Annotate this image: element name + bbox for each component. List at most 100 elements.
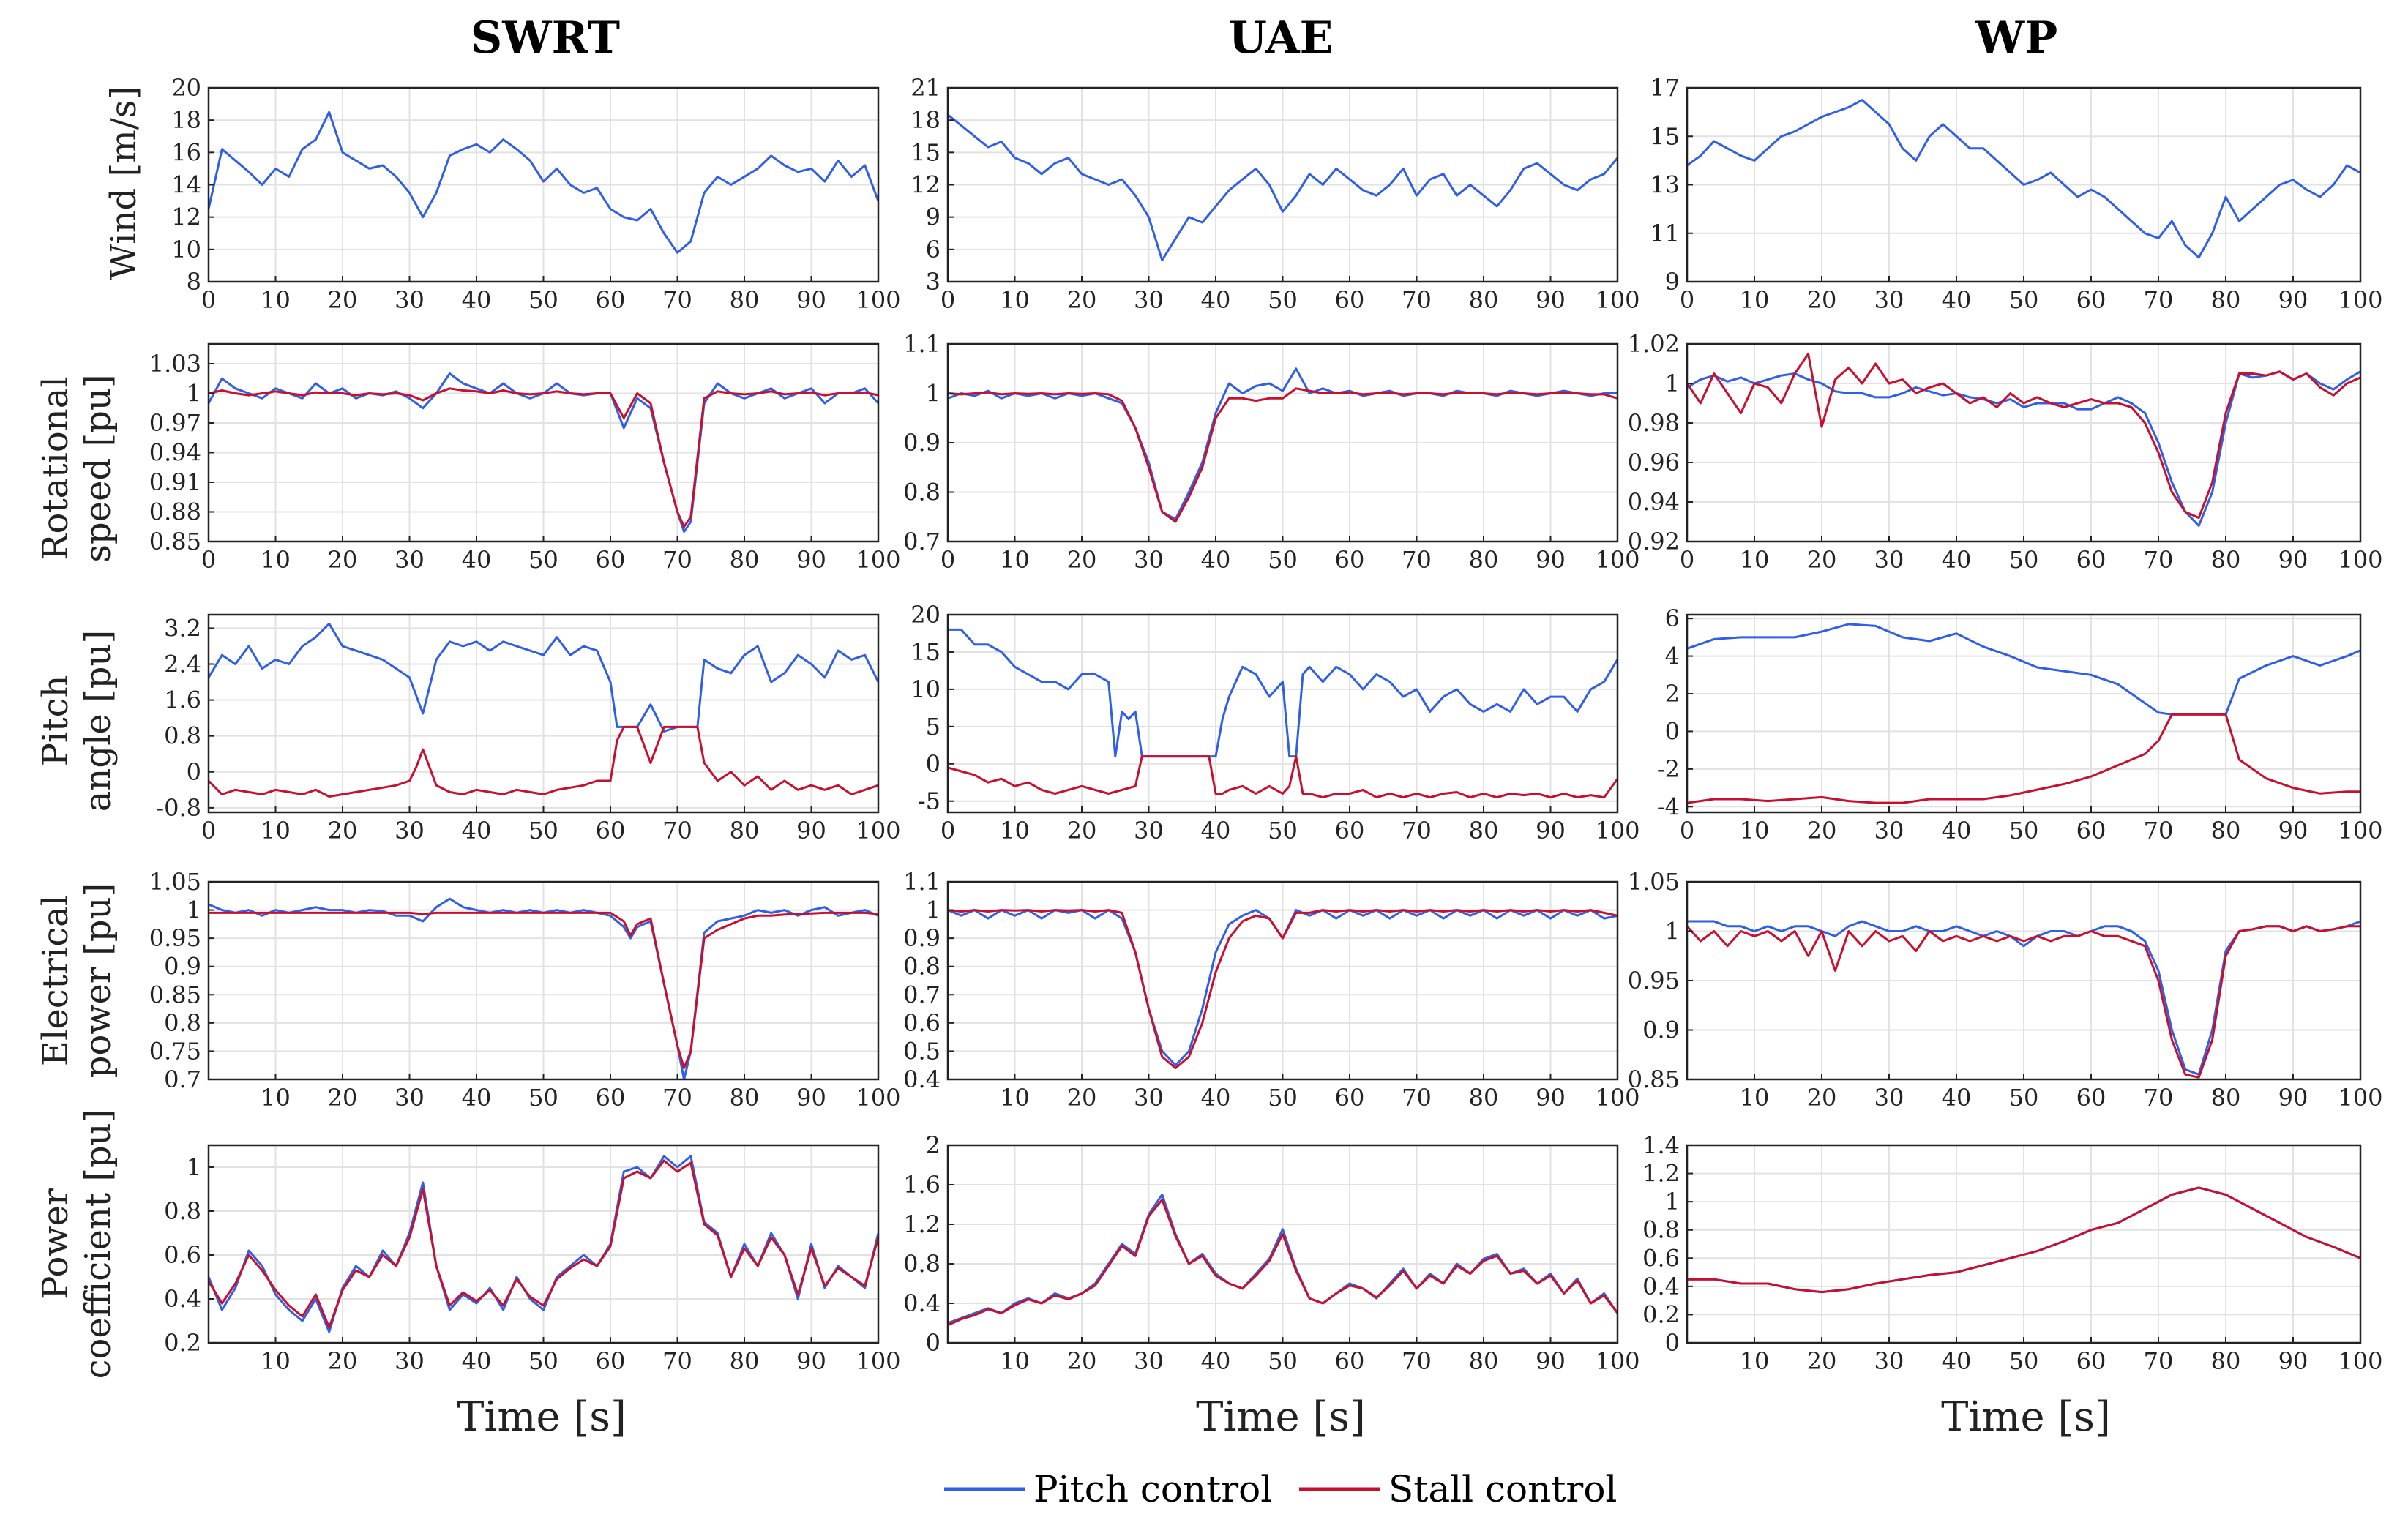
y-tick-label: 0.9	[903, 429, 941, 457]
y-tick-label: 1.05	[1628, 868, 1680, 896]
y-tick-label: 0.98	[1628, 409, 1680, 437]
x-tick-label: 10	[261, 1347, 291, 1375]
x-tick-label: 50	[528, 817, 558, 844]
x-tick-label: 90	[2278, 546, 2308, 574]
y-tick-label: 0.9	[903, 924, 941, 952]
x-tick-label: 20	[1067, 1347, 1097, 1375]
panel-uae-speed: 0 10 20 30 40 50 60 70 80 90 100 0.7 0.8 0.9 1 1.1	[903, 330, 1639, 574]
panel-uae-cp: 10 20 30 40 50 60 70 80 90 100 0 0.4 0.8 1.2 1.6 2	[903, 1131, 1639, 1375]
x-tick-label: 60	[1335, 286, 1365, 314]
series-pitch-line	[209, 372, 878, 533]
x-tick-label: 50	[528, 286, 558, 314]
x-tick-label: 100	[2338, 546, 2382, 574]
x-tick-label: 30	[1874, 1347, 1904, 1375]
x-tick-label: 50	[528, 546, 558, 574]
y-tick-label: 1	[187, 896, 201, 924]
y-tick-label: 3	[926, 268, 941, 296]
x-tick-label: 60	[1335, 1084, 1365, 1112]
x-tick-label: 20	[1067, 286, 1097, 314]
x-tick-label: 90	[796, 286, 826, 314]
y-tick-label: 11	[1650, 220, 1680, 247]
row-label-speed-1: Rotational	[35, 376, 76, 560]
y-tick-label: 0.7	[164, 1065, 201, 1093]
x-tick-label: 90	[1536, 817, 1566, 844]
x-tick-label: 70	[662, 1084, 692, 1112]
y-tick-label: 0.85	[149, 981, 201, 1008]
x-tick-label: 80	[730, 1347, 760, 1375]
y-tick-label: 0.9	[1642, 1016, 1680, 1044]
legend-label-pitch: Pitch control	[1033, 1468, 1272, 1510]
x-tick-label: 50	[2009, 286, 2039, 314]
y-tick-label: 0	[1665, 1329, 1680, 1357]
x-tick-label: 100	[1595, 1084, 1639, 1112]
x-tick-label: 40	[462, 817, 492, 844]
x-tick-label: 10	[1000, 817, 1030, 844]
x-tick-label: 40	[1201, 817, 1231, 844]
y-tick-label: 0.94	[149, 439, 201, 467]
panel-wp-cp: 10 20 30 40 50 60 70 80 90 100 00.20.40.60.811.21.…	[1642, 1131, 2382, 1375]
x-tick-label: 90	[796, 546, 826, 574]
x-tick-label: 10	[1740, 817, 1770, 844]
y-tick-label: 0.4	[164, 1285, 201, 1313]
y-tick-label: -5	[918, 787, 941, 815]
x-tick-label: 50	[1268, 1084, 1298, 1112]
x-tick-label: 0	[941, 546, 955, 574]
series-pitch-line	[209, 897, 878, 1079]
y-tick-label: -2	[1657, 755, 1680, 783]
y-tick-label: 1.1	[903, 868, 941, 896]
series-stall-line	[948, 909, 1618, 1070]
x-tick-label: 40	[1201, 286, 1231, 314]
x-tick-label: 20	[1067, 817, 1097, 844]
row-label-wind: Wind [m/s]	[103, 86, 144, 280]
x-tick-label: 100	[1595, 286, 1639, 314]
y-tick-label: 21	[911, 74, 941, 102]
x-tick-label: 80	[2211, 1347, 2241, 1375]
x-tick-label: 60	[596, 1084, 626, 1112]
row-label-pitch-1: Pitch	[35, 675, 76, 767]
x-tick-label: 10	[1000, 286, 1030, 314]
x-tick-label: 0	[941, 286, 955, 314]
x-tick-label: 50	[1268, 546, 1298, 574]
x-tick-label: 30	[1134, 546, 1164, 574]
x-tick-label: 10	[1740, 1084, 1770, 1112]
series-pitch-line	[1687, 99, 2360, 259]
panel-uae-wind: 0 10 20 30 40 50 60 70 80 90 100 3 6 9 12 15 18 21	[911, 74, 1639, 314]
y-tick-label: 0.75	[149, 1037, 201, 1065]
x-tick-label: 70	[662, 286, 692, 314]
panel-wp-power: 10 20 30 40 50 60 70 80 90 100 0.85 0.9 0.95 1 1.05	[1628, 868, 2383, 1112]
legend-label-stall: Stall control	[1388, 1468, 1617, 1510]
x-tick-label: 20	[1807, 1347, 1837, 1375]
x-tick-label: 10	[1000, 1084, 1030, 1112]
x-tick-label: 90	[2278, 286, 2308, 314]
x-tick-label: 100	[856, 546, 900, 574]
x-tick-label: 10	[1740, 286, 1770, 314]
series-stall-line	[948, 1198, 1618, 1327]
x-tick-label: 0	[1680, 546, 1694, 574]
y-tick-label: 13	[1650, 171, 1680, 199]
x-tick-label: 70	[1402, 286, 1432, 314]
x-tick-label: 50	[2009, 546, 2039, 574]
legend: Pitch control Stall control	[944, 1468, 1617, 1510]
x-tick-label: 40	[462, 1347, 492, 1375]
x-tick-label: 30	[1874, 817, 1904, 844]
panel-swrt-speed: 0 10 20 30 40 50 60 70 80 90 100 0.850.880.910.940.…	[149, 342, 901, 574]
series-stall-line	[209, 387, 878, 528]
col-title-uae: UAE	[1229, 12, 1334, 64]
x-tick-label: 80	[1469, 546, 1499, 574]
x-tick-label: 50	[2009, 817, 2039, 844]
x-tick-label: 30	[395, 546, 425, 574]
y-tick-label: 0.6	[903, 1009, 941, 1037]
x-tick-label: 90	[1536, 286, 1566, 314]
y-tick-label: 1.05	[149, 868, 201, 896]
y-tick-label: 0.97	[149, 409, 201, 437]
x-tick-label: 0	[201, 817, 216, 844]
x-tick-label: 30	[1134, 286, 1164, 314]
x-tick-label: 30	[1874, 546, 1904, 574]
x-tick-label: 40	[462, 286, 492, 314]
y-tick-label: 0.2	[164, 1329, 201, 1357]
x-tick-label: 90	[1536, 1084, 1566, 1112]
x-tick-label: 60	[2076, 1347, 2106, 1375]
y-tick-label: 16	[171, 138, 201, 166]
x-tick-label: 100	[1595, 546, 1639, 574]
